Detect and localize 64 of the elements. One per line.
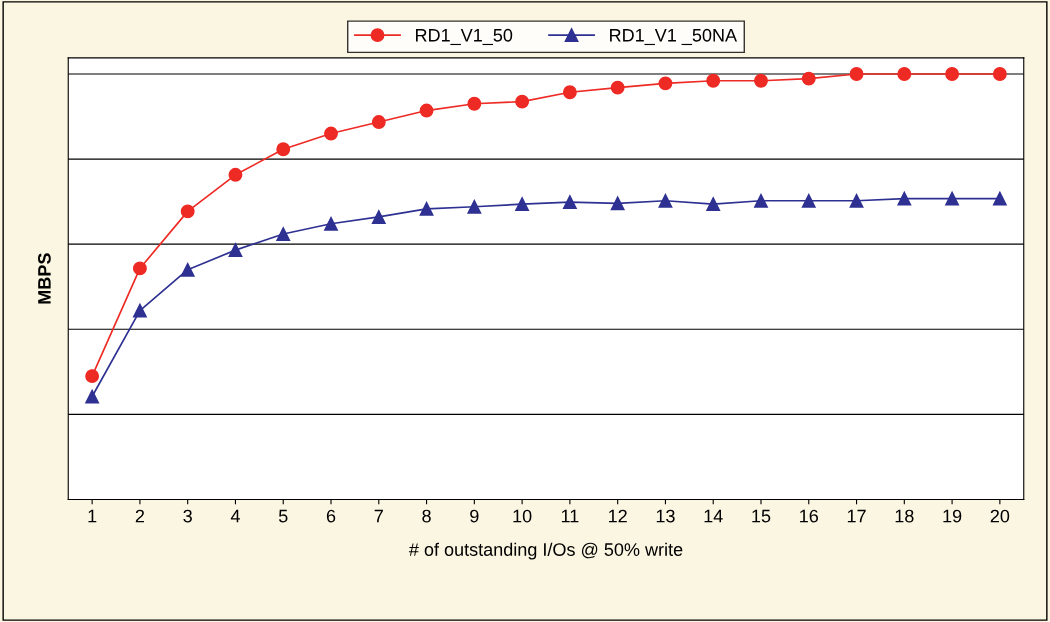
point [610,196,625,211]
x-tick-label: 9 [470,509,479,523]
x-tick-label: 16 [800,509,819,523]
x-tick-label: 20 [990,509,1010,523]
x-tick-label: 19 [943,509,962,523]
x-tick-label: 13 [656,509,675,523]
x-tick-label: 17 [847,509,866,523]
point [228,243,243,258]
point [85,369,100,384]
x-tick-label: 7 [374,509,383,523]
x-axis-title: # of outstanding I/Os @ 50% write [408,542,683,560]
point [276,227,291,241]
x-tick-label: 15 [752,509,771,523]
point [754,193,768,208]
point [180,204,195,219]
x-tick-label: 18 [895,509,914,523]
point [276,142,291,157]
x-tick-label: 14 [704,509,723,523]
point [658,193,673,208]
point [467,96,482,111]
point [132,303,147,318]
point [467,199,482,214]
y-axis-title: MBPS [38,253,51,304]
x-tick-label: 11 [561,509,579,523]
point [706,197,721,212]
legend-label: RD1_V1_50 [416,28,513,46]
point [132,261,147,276]
point [610,80,625,95]
point [85,389,100,404]
point [371,209,386,224]
point [849,67,864,81]
point [658,76,673,91]
point [801,71,816,86]
x-tick-label: 1 [88,509,97,523]
legend-label: RD1_V1 _50NA [610,28,738,46]
x-tick-label: 5 [278,509,288,523]
point [419,201,434,216]
point [897,67,912,81]
point [706,73,721,88]
x-tick-label: 6 [326,509,336,523]
x-tick-label: 2 [135,509,145,523]
point [419,103,434,118]
point [515,197,530,212]
point [897,191,912,206]
point [324,126,338,141]
x-tick-label: 10 [513,509,532,523]
point [515,94,530,109]
point [180,262,195,277]
point [849,193,864,208]
point [371,115,386,129]
x-tick-label: 3 [183,509,192,523]
point [992,67,1007,81]
x-tick-label: 12 [609,509,627,523]
point [324,216,338,231]
point [801,193,816,208]
point [562,85,577,100]
x-tick-label: 8 [422,509,431,523]
point [945,67,960,81]
point [228,167,243,182]
point [992,191,1007,206]
point [754,73,768,88]
point [562,195,577,209]
x-tick-label: 4 [230,509,240,523]
point [945,191,960,206]
